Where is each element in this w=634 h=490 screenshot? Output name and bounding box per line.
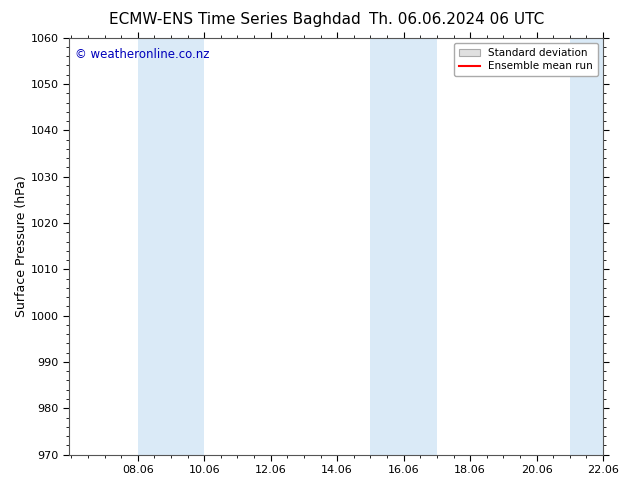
Bar bbox=[138, 38, 171, 455]
Legend: Standard deviation, Ensemble mean run: Standard deviation, Ensemble mean run bbox=[453, 43, 598, 76]
Bar bbox=[370, 38, 404, 455]
Bar bbox=[404, 38, 437, 455]
Text: © weatheronline.co.nz: © weatheronline.co.nz bbox=[75, 48, 209, 61]
Text: ECMW-ENS Time Series Baghdad: ECMW-ENS Time Series Baghdad bbox=[108, 12, 361, 27]
Text: Th. 06.06.2024 06 UTC: Th. 06.06.2024 06 UTC bbox=[369, 12, 544, 27]
Bar bbox=[171, 38, 204, 455]
Y-axis label: Surface Pressure (hPa): Surface Pressure (hPa) bbox=[15, 175, 28, 317]
Bar bbox=[570, 38, 603, 455]
